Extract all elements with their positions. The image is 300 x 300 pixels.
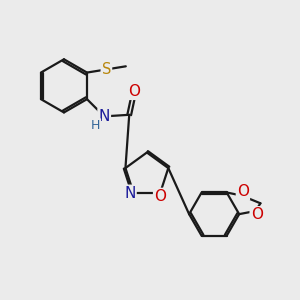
Text: O: O [251, 207, 263, 222]
Text: N: N [98, 109, 110, 124]
Text: H: H [91, 119, 100, 132]
Text: O: O [237, 184, 249, 199]
Text: N: N [124, 186, 136, 201]
Text: S: S [102, 62, 111, 77]
Text: O: O [128, 84, 140, 99]
Text: O: O [154, 189, 166, 204]
